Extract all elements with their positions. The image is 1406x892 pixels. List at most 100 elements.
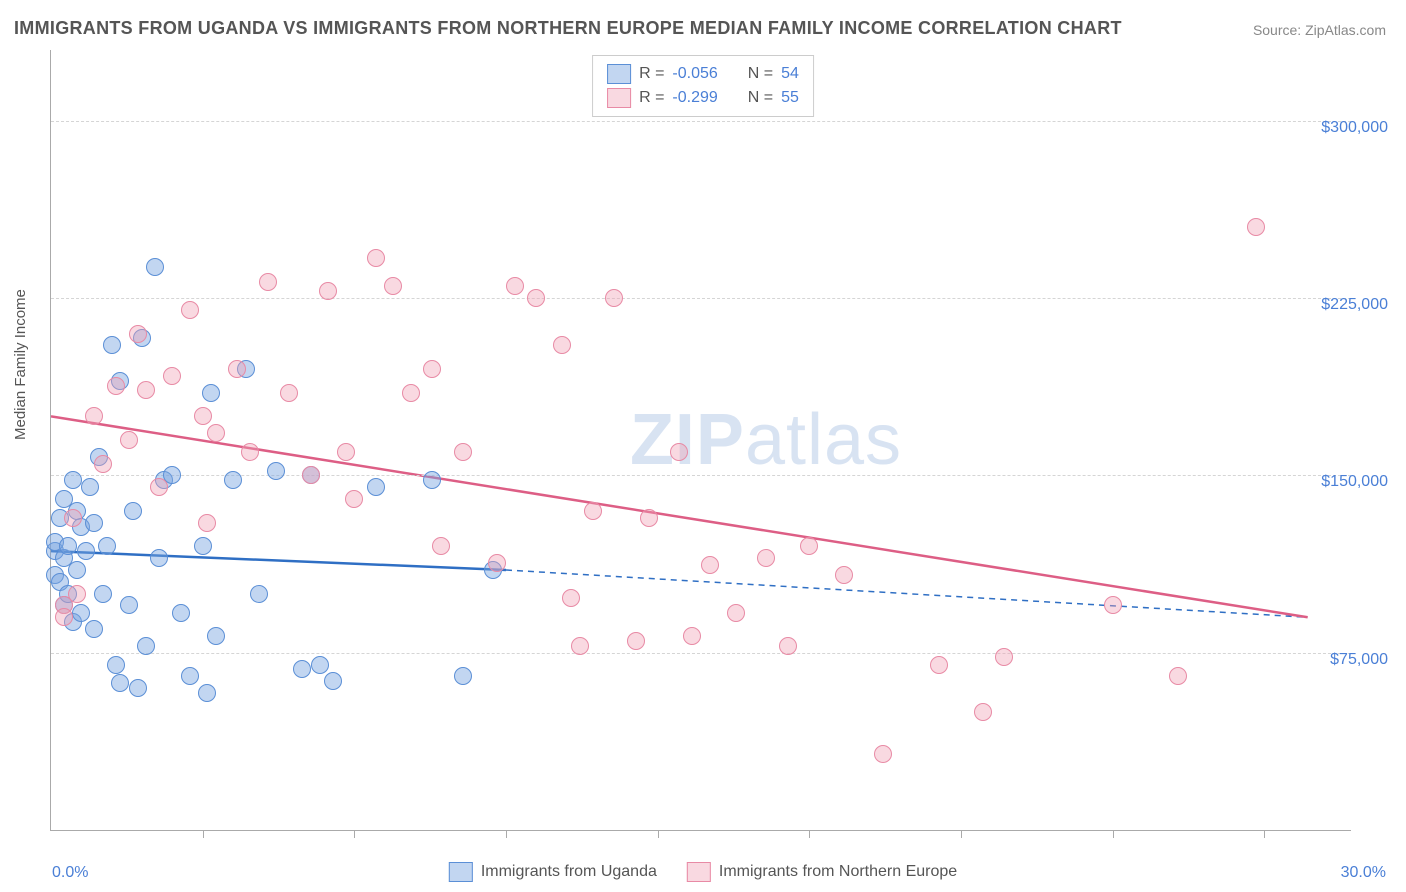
scatter-point: [64, 471, 82, 489]
scatter-point: [181, 301, 199, 319]
scatter-point: [779, 637, 797, 655]
scatter-point: [72, 604, 90, 622]
y-tick-label: $75,000: [1268, 651, 1388, 669]
scatter-point: [85, 620, 103, 638]
watermark: ZIPatlas: [630, 399, 902, 481]
scatter-point: [874, 745, 892, 763]
scatter-point: [194, 537, 212, 555]
scatter-point: [59, 537, 77, 555]
scatter-point: [302, 466, 320, 484]
scatter-point: [683, 627, 701, 645]
x-start-label: 0.0%: [52, 864, 88, 882]
scatter-point: [337, 443, 355, 461]
scatter-point: [207, 424, 225, 442]
scatter-point: [207, 627, 225, 645]
scatter-point: [527, 289, 545, 307]
scatter-point: [562, 589, 580, 607]
scatter-point: [98, 537, 116, 555]
scatter-point: [1169, 667, 1187, 685]
scatter-point: [250, 585, 268, 603]
scatter-point: [68, 561, 86, 579]
scatter-point: [701, 556, 719, 574]
y-tick-label: $225,000: [1268, 296, 1388, 314]
legend-swatch: [449, 862, 473, 882]
legend-n-value: 54: [781, 62, 799, 86]
scatter-point: [280, 384, 298, 402]
scatter-point: [107, 377, 125, 395]
scatter-point: [757, 549, 775, 567]
scatter-point: [107, 656, 125, 674]
scatter-point: [311, 656, 329, 674]
y-tick-label: $150,000: [1268, 473, 1388, 491]
legend-series-item: Immigrants from Northern Europe: [687, 862, 957, 882]
scatter-point: [124, 502, 142, 520]
scatter-point: [319, 282, 337, 300]
scatter-point: [94, 455, 112, 473]
scatter-point: [129, 679, 147, 697]
scatter-point: [194, 407, 212, 425]
scatter-point: [432, 537, 450, 555]
x-tick: [506, 830, 507, 838]
scatter-point: [423, 471, 441, 489]
scatter-point: [224, 471, 242, 489]
scatter-point: [835, 566, 853, 584]
scatter-point: [267, 462, 285, 480]
source-label: Source: ZipAtlas.com: [1253, 22, 1386, 38]
scatter-point: [120, 431, 138, 449]
scatter-point: [605, 289, 623, 307]
scatter-point: [146, 258, 164, 276]
legend-r-value: -0.056: [672, 62, 717, 86]
scatter-point: [384, 277, 402, 295]
x-tick: [658, 830, 659, 838]
scatter-point: [488, 554, 506, 572]
scatter-point: [241, 443, 259, 461]
scatter-point: [293, 660, 311, 678]
legend-swatch: [607, 64, 631, 84]
legend-stats-row: R =-0.299N =55: [607, 86, 799, 110]
scatter-point: [172, 604, 190, 622]
scatter-point: [94, 585, 112, 603]
scatter-point: [454, 443, 472, 461]
scatter-point: [402, 384, 420, 402]
scatter-point: [103, 336, 121, 354]
y-axis-label: Median Family Income: [12, 289, 29, 440]
scatter-point: [640, 509, 658, 527]
x-tick: [354, 830, 355, 838]
scatter-point: [198, 684, 216, 702]
scatter-point: [423, 360, 441, 378]
x-tick: [203, 830, 204, 838]
plot-area: ZIPatlas: [50, 50, 1351, 831]
scatter-point: [345, 490, 363, 508]
scatter-point: [627, 632, 645, 650]
x-tick: [1113, 830, 1114, 838]
scatter-point: [1104, 596, 1122, 614]
watermark-light: atlas: [745, 400, 902, 480]
scatter-point: [454, 667, 472, 685]
scatter-point: [120, 596, 138, 614]
legend-swatch: [687, 862, 711, 882]
legend-r-label: R =: [639, 86, 664, 110]
scatter-point: [553, 336, 571, 354]
scatter-point: [202, 384, 220, 402]
scatter-point: [129, 325, 147, 343]
scatter-point: [77, 542, 95, 560]
legend-series-label: Immigrants from Uganda: [481, 863, 657, 881]
scatter-point: [571, 637, 589, 655]
scatter-point: [584, 502, 602, 520]
scatter-point: [81, 478, 99, 496]
scatter-point: [367, 249, 385, 267]
scatter-point: [259, 273, 277, 291]
gridline: [51, 475, 1351, 476]
y-tick-label: $300,000: [1268, 119, 1388, 137]
x-tick: [961, 830, 962, 838]
regression-lines-layer: [51, 50, 1351, 830]
legend-series-label: Immigrants from Northern Europe: [719, 863, 957, 881]
scatter-point: [367, 478, 385, 496]
legend-stats-row: R =-0.056N =54: [607, 62, 799, 86]
scatter-point: [506, 277, 524, 295]
scatter-point: [137, 637, 155, 655]
scatter-point: [55, 608, 73, 626]
scatter-point: [111, 674, 129, 692]
gridline: [51, 298, 1351, 299]
scatter-point: [1247, 218, 1265, 236]
